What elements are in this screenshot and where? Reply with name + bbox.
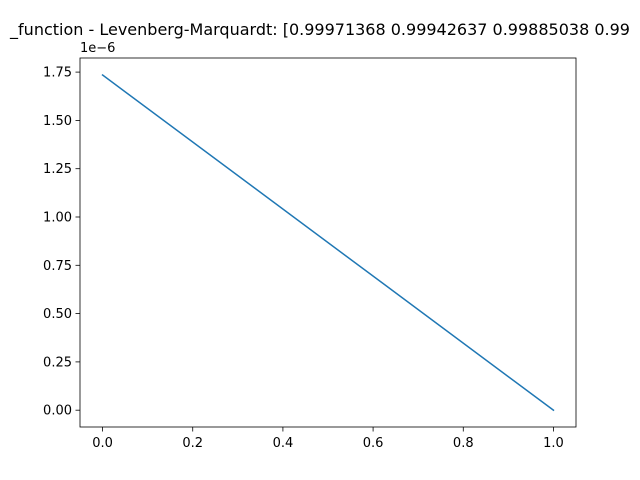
chart-title: _function - Levenberg-Marquardt: [0.9997… [9, 20, 630, 40]
y-tick-label: 1.00 [43, 210, 72, 225]
x-tick-label: 0.2 [182, 436, 203, 451]
x-tick-label: 1.0 [543, 436, 564, 451]
y-tick-label: 1.75 [43, 66, 72, 81]
axes-frame [79, 57, 577, 428]
x-tick-label: 0.8 [453, 436, 474, 451]
y-tick-label: 0.25 [43, 355, 72, 370]
y-axis: 0.00 0.25 0.50 0.75 1.00 1.25 1.50 1.75 [43, 66, 80, 419]
y-tick-label: 0.75 [43, 259, 72, 274]
y-tick-label: 0.00 [43, 404, 72, 419]
series-layer [101, 73, 555, 412]
series-line-0 [101, 73, 555, 412]
y-tick-label: 1.25 [43, 162, 72, 177]
y-axis-offset-label: 1e−6 [80, 41, 115, 56]
x-axis: 0.0 0.2 0.4 0.6 0.8 1.0 [92, 427, 564, 451]
x-tick-label: 0.0 [92, 436, 113, 451]
x-tick-label: 0.6 [363, 436, 384, 451]
y-tick-label: 0.50 [43, 307, 72, 322]
plot-area [79, 57, 577, 428]
y-tick-label: 1.50 [43, 114, 72, 129]
x-tick-label: 0.4 [273, 436, 294, 451]
